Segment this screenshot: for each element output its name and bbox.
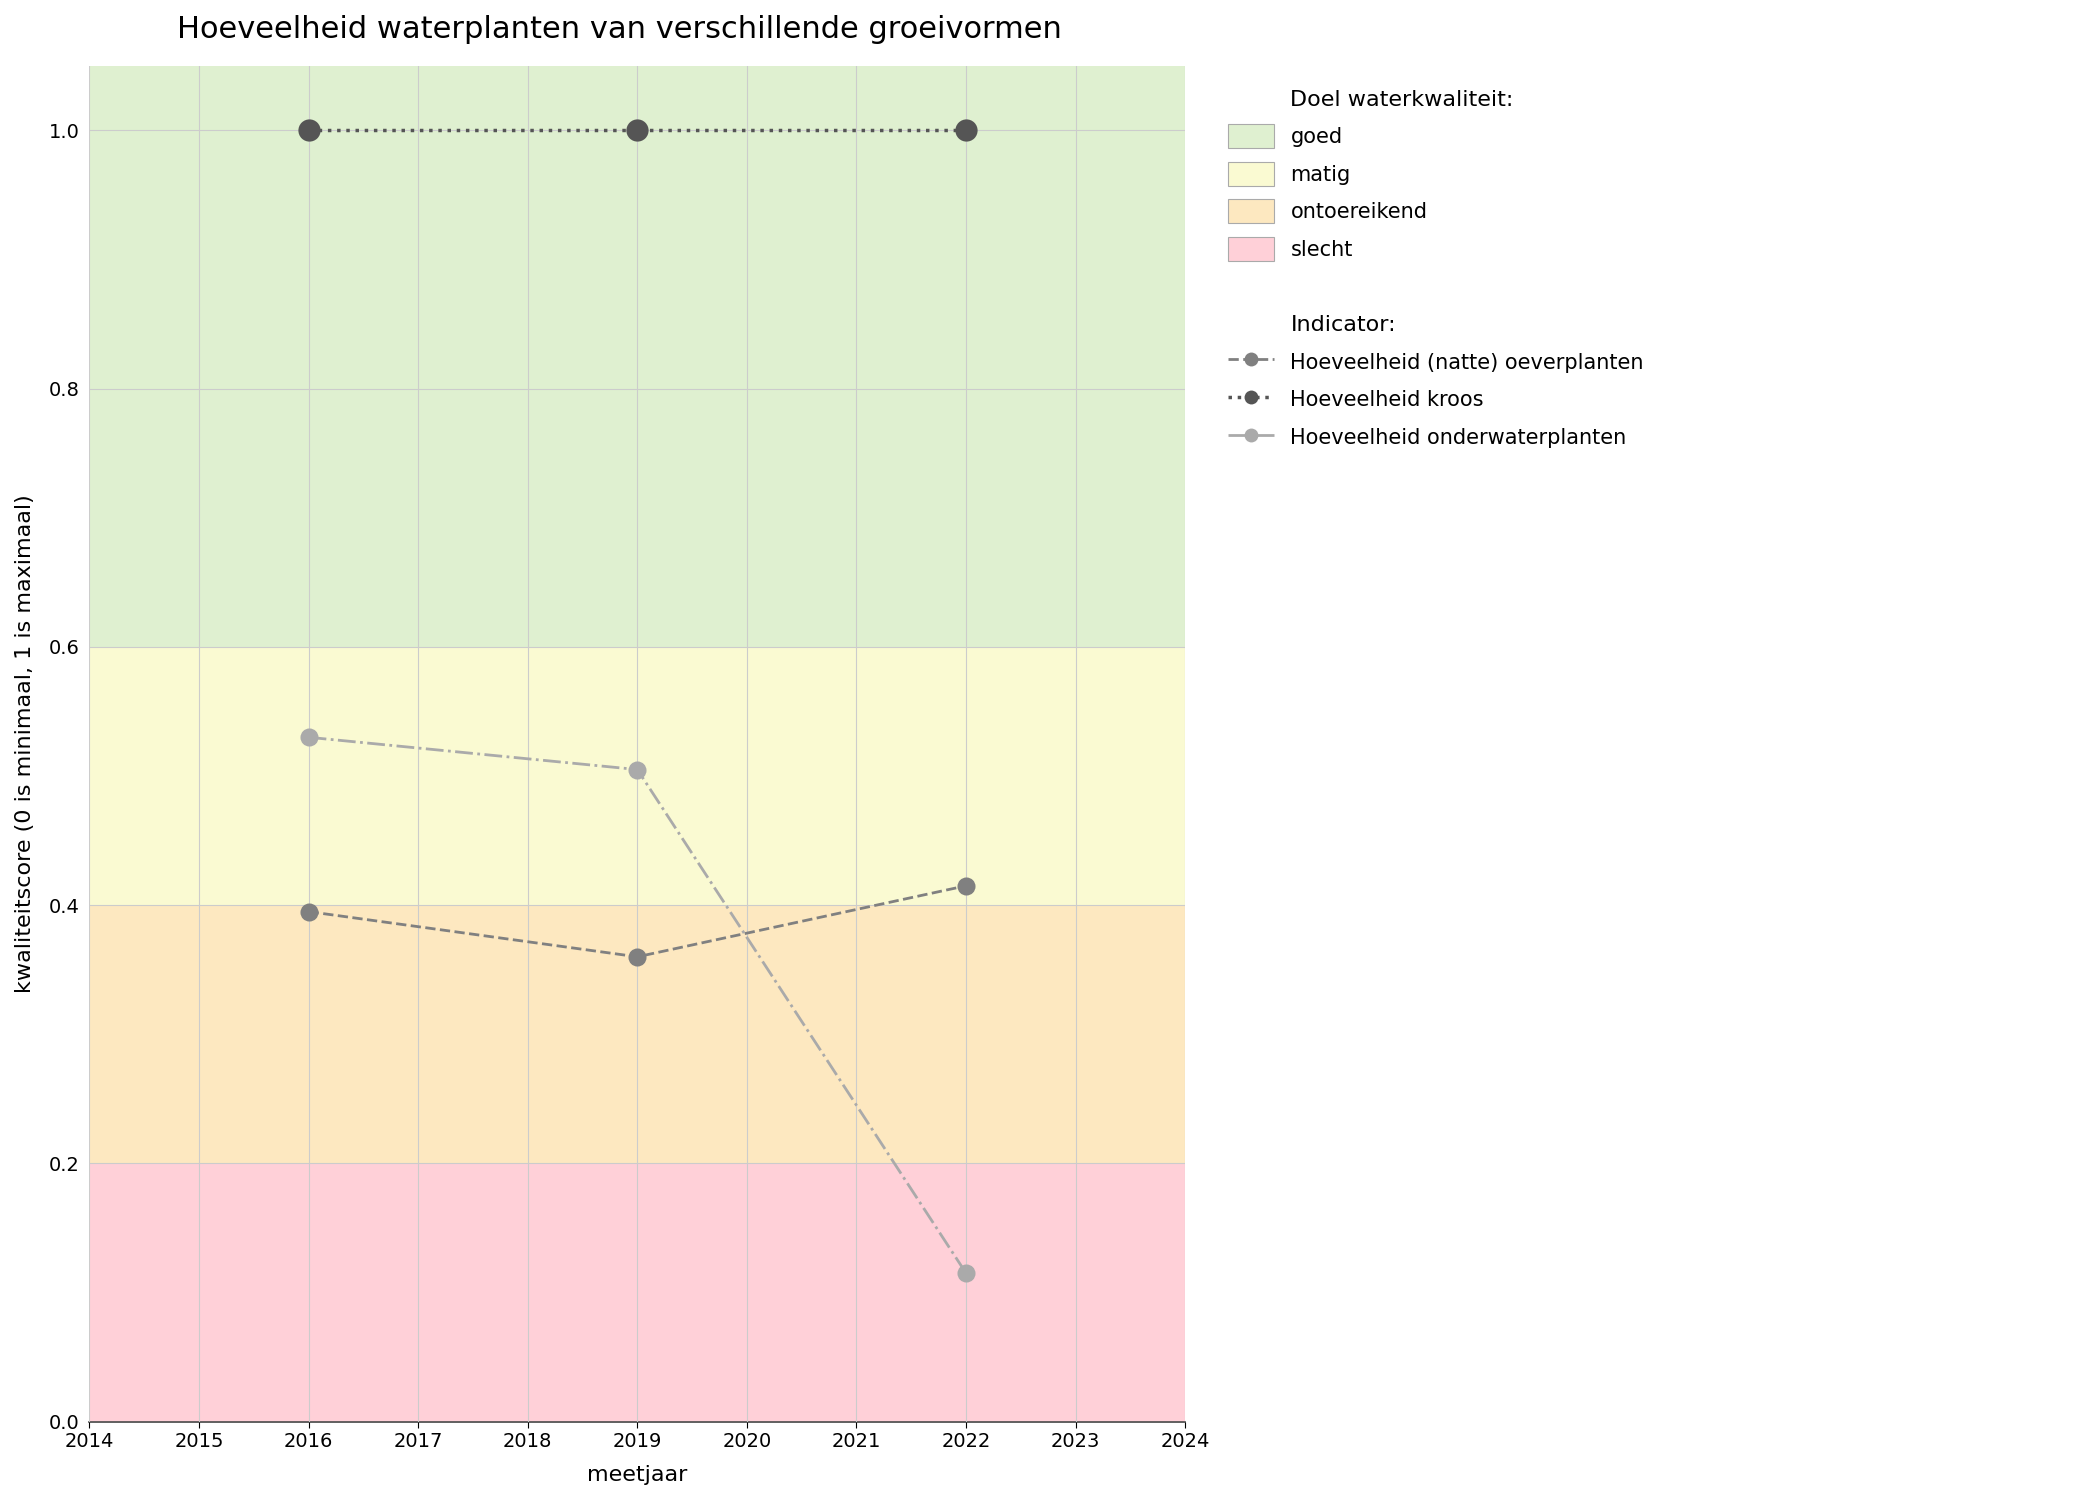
X-axis label: meetjaar: meetjaar [588, 1466, 687, 1485]
Bar [90, 646, 1184, 904]
Bar [90, 904, 1184, 1164]
Legend: Doel waterkwaliteit:, goed, matig, ontoereikend, slecht, , Indicator:, Hoeveelhe: Doel waterkwaliteit:, goed, matig, ontoe… [1218, 76, 1655, 459]
Bar [90, 66, 1184, 646]
Bar [90, 1164, 1184, 1422]
Text: Hoeveelheid waterplanten van verschillende groeivormen: Hoeveelheid waterplanten van verschillen… [176, 15, 1063, 44]
Y-axis label: kwaliteitscore (0 is minimaal, 1 is maximaal): kwaliteitscore (0 is minimaal, 1 is maxi… [15, 495, 36, 993]
